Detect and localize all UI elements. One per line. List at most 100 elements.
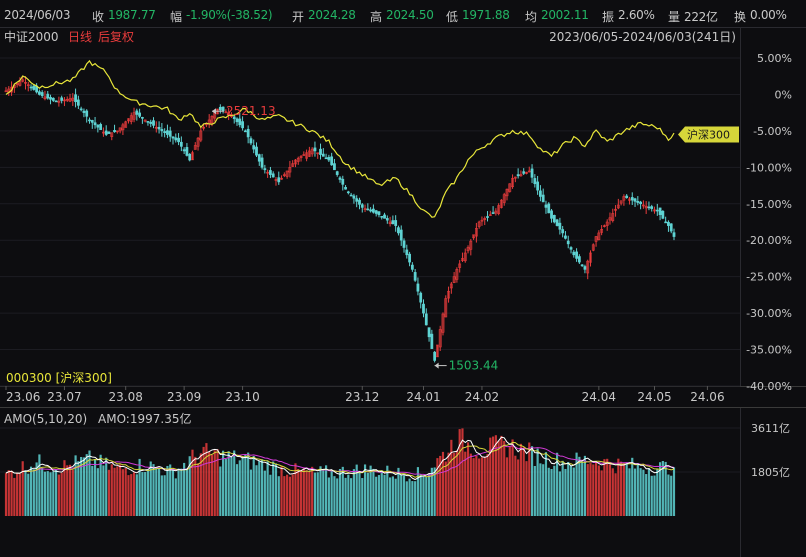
candle-body [577,256,581,263]
candle-body [480,219,484,222]
candle-body [494,210,498,214]
x-tick-label: 23.07 [47,390,81,404]
volume-bar [347,474,350,516]
candle-body [93,122,97,126]
amplitude-label: 振 [602,10,614,24]
x-tick-label: 24.05 [637,390,671,404]
candle-body [374,210,378,214]
volume-bar [586,464,589,516]
volume-bar [196,463,200,516]
volume-bar [60,472,63,516]
volume-bar [174,478,177,516]
candle-body [530,168,534,178]
volume-bar [547,467,550,516]
candle-body [115,130,119,133]
candle-body [60,97,64,101]
candle-body [18,81,22,86]
candle-body [327,156,331,161]
candle-body [74,94,77,103]
candle-body [163,131,167,134]
turnover-label: 换 [734,10,746,24]
candle-body [416,283,420,292]
volume-bar [436,458,439,516]
y-tick-label: -15.00% [746,198,792,211]
volume-bar [43,471,47,516]
volume-bar [38,454,41,516]
volume-bar [10,470,13,516]
candle-body [40,92,44,96]
volume-bar [567,461,570,516]
volume-bar [441,451,445,516]
candle-body [422,303,425,314]
candle-body [280,177,283,180]
candle-body [338,177,342,180]
candle-body [441,313,445,333]
annotation-label: 2521.13 [226,104,276,118]
candle-body [96,124,100,128]
volume-bar [647,468,651,516]
volume-bar [294,463,297,516]
candle-body [319,148,322,155]
candle-body [352,195,356,199]
volume-bar [369,465,372,516]
candle-body [38,91,41,95]
volume-bar [68,464,72,516]
candle-body [483,218,487,221]
candle-body [363,208,367,210]
candle-body [366,208,370,211]
candle-body [469,240,473,250]
volume-bar [132,472,136,516]
candle-body [536,181,540,191]
volume-bar [597,465,600,516]
volume-bar [224,458,227,516]
candle-body [71,97,75,101]
candle-body [513,176,517,179]
candle-body [321,153,325,157]
candle-body [419,292,423,303]
volume-bar [55,469,58,516]
candle-body [539,190,542,197]
volume-bar [500,435,503,516]
candle-body [196,137,200,147]
volume-bar [650,475,653,516]
candle-body [102,131,105,134]
candle-body [527,170,531,173]
volume-bar [247,452,250,516]
grid-lines [0,57,740,387]
candle-body [564,235,567,239]
candle-body [249,138,253,144]
candle-body [641,204,645,207]
volume-bar [327,477,330,516]
candle-body [26,84,30,87]
volume-bar [575,452,578,516]
quote-info-bar: 2024/06/03 收 1987.77 幅 -1.90%(-38.52) 开 … [0,0,806,28]
candle-body [46,93,50,99]
candle-body [138,112,141,117]
volume-bar [628,468,631,516]
amo-value-label: AMO:1997.35亿 [98,411,191,426]
volume-bar [88,450,91,516]
candle-body [193,145,197,150]
candle-body [572,251,576,256]
candle-body [99,124,103,130]
candle-body [76,99,80,106]
volume-bar [614,473,617,516]
candle-body [591,244,595,251]
volume-bar [146,470,150,516]
x-tick-label: 24.02 [465,390,499,404]
volume-bar [27,473,30,516]
volume-bar [124,468,127,516]
volume-bar [583,455,587,516]
candle-body [555,219,559,226]
candle-body [372,208,375,213]
period-label: 日线 [68,30,92,44]
x-axis-ticks: 23.06 23.07 23.08 23.09 23.10 23.12 24.01 24.02… [5,386,725,404]
volume-bar [427,473,431,516]
amplitude-value: 2.60% [618,8,655,22]
volume-bar [394,478,397,516]
volume-bar [255,465,258,516]
candle-body [269,170,272,175]
volume-bar [272,461,275,516]
volume-bar [550,468,553,516]
